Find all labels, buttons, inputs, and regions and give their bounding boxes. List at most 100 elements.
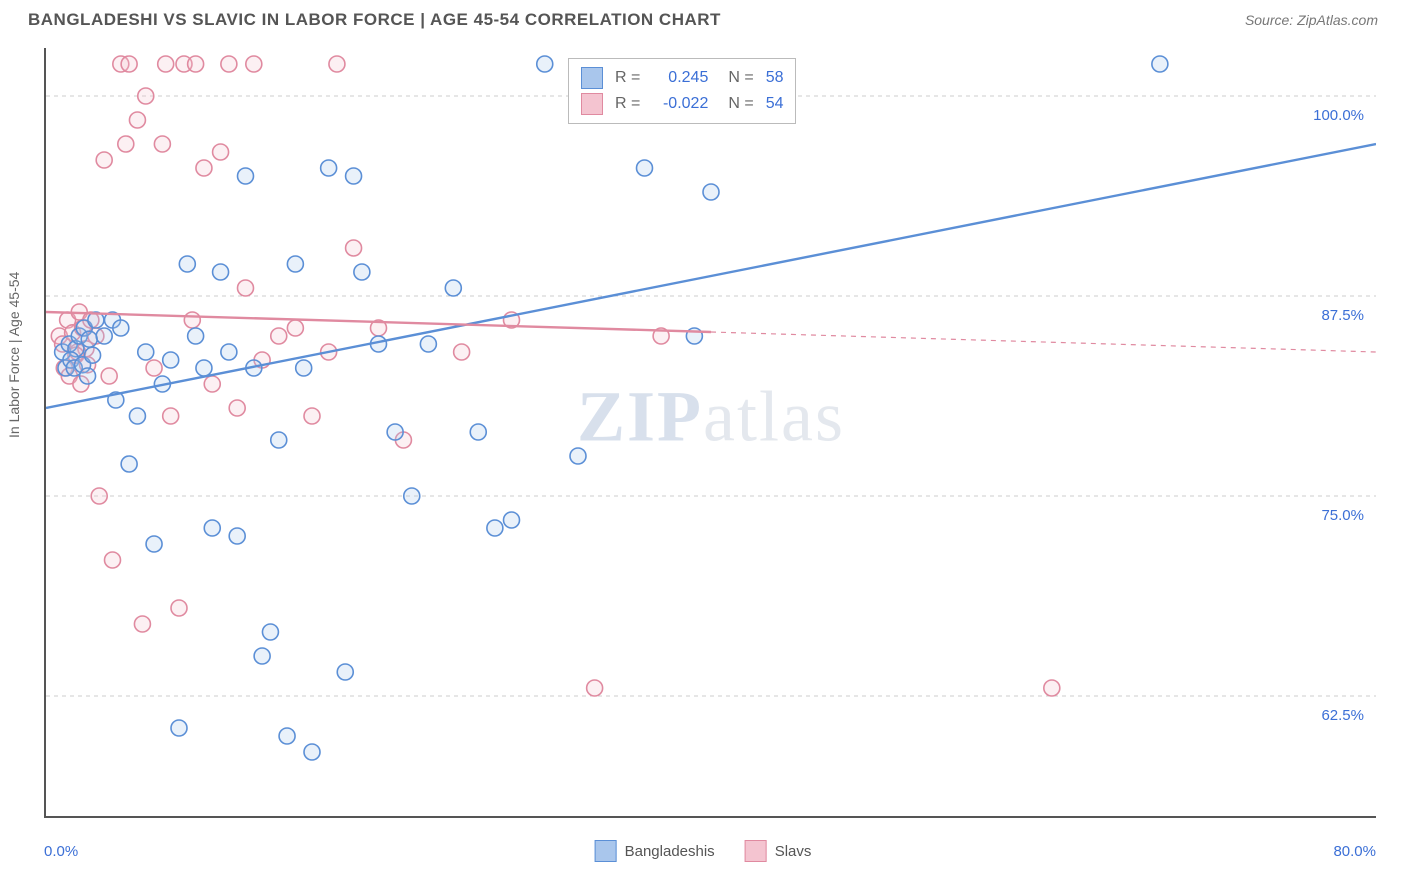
bangladeshis-point — [470, 424, 486, 440]
bangladeshis-point — [304, 744, 320, 760]
n-value: 54 — [766, 95, 784, 113]
bangladeshis-point — [279, 728, 295, 744]
slavs-point — [287, 320, 303, 336]
slavs-point — [188, 56, 204, 72]
legend-label: Slavs — [775, 843, 812, 860]
n-value: 58 — [766, 69, 784, 87]
bangladeshis-point — [129, 408, 145, 424]
slavs-point — [196, 160, 212, 176]
slavs-point — [221, 56, 237, 72]
bangladeshis-point — [504, 512, 520, 528]
slavs-point — [146, 360, 162, 376]
bangladeshis-point — [113, 320, 129, 336]
scatter-plot: 62.5% 75.0% 87.5% 100.0% — [46, 48, 1376, 816]
slavs-point — [271, 328, 287, 344]
legend-label: Bangladeshis — [625, 843, 715, 860]
bangladeshis-point — [146, 536, 162, 552]
slavs-point — [204, 376, 220, 392]
slavs-point — [138, 88, 154, 104]
slavs-point — [118, 136, 134, 152]
bangladeshis-point — [163, 352, 179, 368]
bangladeshis-point — [179, 256, 195, 272]
slavs-point — [171, 600, 187, 616]
bottom-legend: Bangladeshis Slavs — [595, 840, 812, 862]
bangladeshis-point — [337, 664, 353, 680]
y-tick-label: 100.0% — [1313, 107, 1364, 124]
bangladeshis-point — [238, 168, 254, 184]
bangladeshis-point — [188, 328, 204, 344]
stats-row: R = -0.022 N = 54 — [581, 91, 783, 117]
y-tick-label: 75.0% — [1321, 507, 1364, 524]
slavs-point — [134, 616, 150, 632]
bangladeshis-point — [96, 328, 112, 344]
slavs-point — [184, 312, 200, 328]
n-label: N = — [728, 69, 753, 87]
bangladeshis-point — [296, 360, 312, 376]
slavs-point — [163, 408, 179, 424]
slavs-point — [96, 152, 112, 168]
legend-item: Bangladeshis — [595, 840, 715, 862]
stats-legend: R = 0.245 N = 58 R = -0.022 N = 54 — [568, 58, 796, 124]
slavs-point — [154, 136, 170, 152]
bangladeshis-point — [445, 280, 461, 296]
stats-row: R = 0.245 N = 58 — [581, 65, 783, 91]
x-tick-80: 80.0% — [1333, 843, 1376, 860]
slavs-point — [304, 408, 320, 424]
bangladeshis-point — [196, 360, 212, 376]
legend-item: Slavs — [745, 840, 812, 862]
slavs-point — [105, 552, 121, 568]
legend-swatch — [581, 93, 603, 115]
bangladeshis-point — [420, 336, 436, 352]
y-axis-label: In Labor Force | Age 45-54 — [6, 272, 22, 438]
bangladeshis-point — [254, 648, 270, 664]
x-tick-0: 0.0% — [44, 843, 78, 860]
r-value: 0.245 — [652, 69, 708, 87]
chart-title: BANGLADESHI VS SLAVIC IN LABOR FORCE | A… — [28, 10, 721, 30]
bangladeshis-point — [703, 184, 719, 200]
bangladeshis-point — [637, 160, 653, 176]
bangladeshis-point — [80, 368, 96, 384]
bangladeshis-point — [1152, 56, 1168, 72]
bangladeshis-point — [81, 331, 97, 347]
slavs-point — [346, 240, 362, 256]
slavs-point — [1044, 680, 1060, 696]
bangladeshis-point — [487, 520, 503, 536]
slavs-point — [246, 56, 262, 72]
bangladeshis-point — [287, 256, 303, 272]
bangladeshis-point — [271, 432, 287, 448]
slavs-point — [213, 144, 229, 160]
slavs-point — [454, 344, 470, 360]
bangladeshis-point — [346, 168, 362, 184]
slavs-point — [129, 112, 145, 128]
r-label: R = — [615, 69, 640, 87]
y-tick-label: 87.5% — [1321, 307, 1364, 324]
slavs-point — [91, 488, 107, 504]
bangladeshis-point — [121, 456, 137, 472]
slavs-point — [229, 400, 245, 416]
slavs-point — [238, 280, 254, 296]
bangladeshis-point — [570, 448, 586, 464]
bangladeshis-point — [204, 520, 220, 536]
slavs-point — [587, 680, 603, 696]
bangladeshis-point — [321, 160, 337, 176]
bangladeshis-point — [537, 56, 553, 72]
slavs-point — [329, 56, 345, 72]
r-label: R = — [615, 95, 640, 113]
bangladeshis-point — [404, 488, 420, 504]
bangladeshis-point — [262, 624, 278, 640]
legend-swatch — [745, 840, 767, 862]
bangladeshis-point — [138, 344, 154, 360]
source-attribution: Source: ZipAtlas.com — [1245, 12, 1378, 28]
chart-frame: 62.5%75.0%87.5%100.0% ZIPatlas R =0.245N… — [44, 48, 1376, 818]
bangladeshis-point — [213, 264, 229, 280]
n-label: N = — [728, 95, 753, 113]
y-tick-label: 62.5% — [1321, 707, 1364, 724]
bangladeshis-point — [171, 720, 187, 736]
bangladeshis-point — [387, 424, 403, 440]
bangladeshis-point — [354, 264, 370, 280]
legend-swatch — [595, 840, 617, 862]
slavs-point — [158, 56, 174, 72]
bangladeshis-point — [85, 347, 101, 363]
r-value: -0.022 — [652, 95, 708, 113]
slavs-point — [121, 56, 137, 72]
